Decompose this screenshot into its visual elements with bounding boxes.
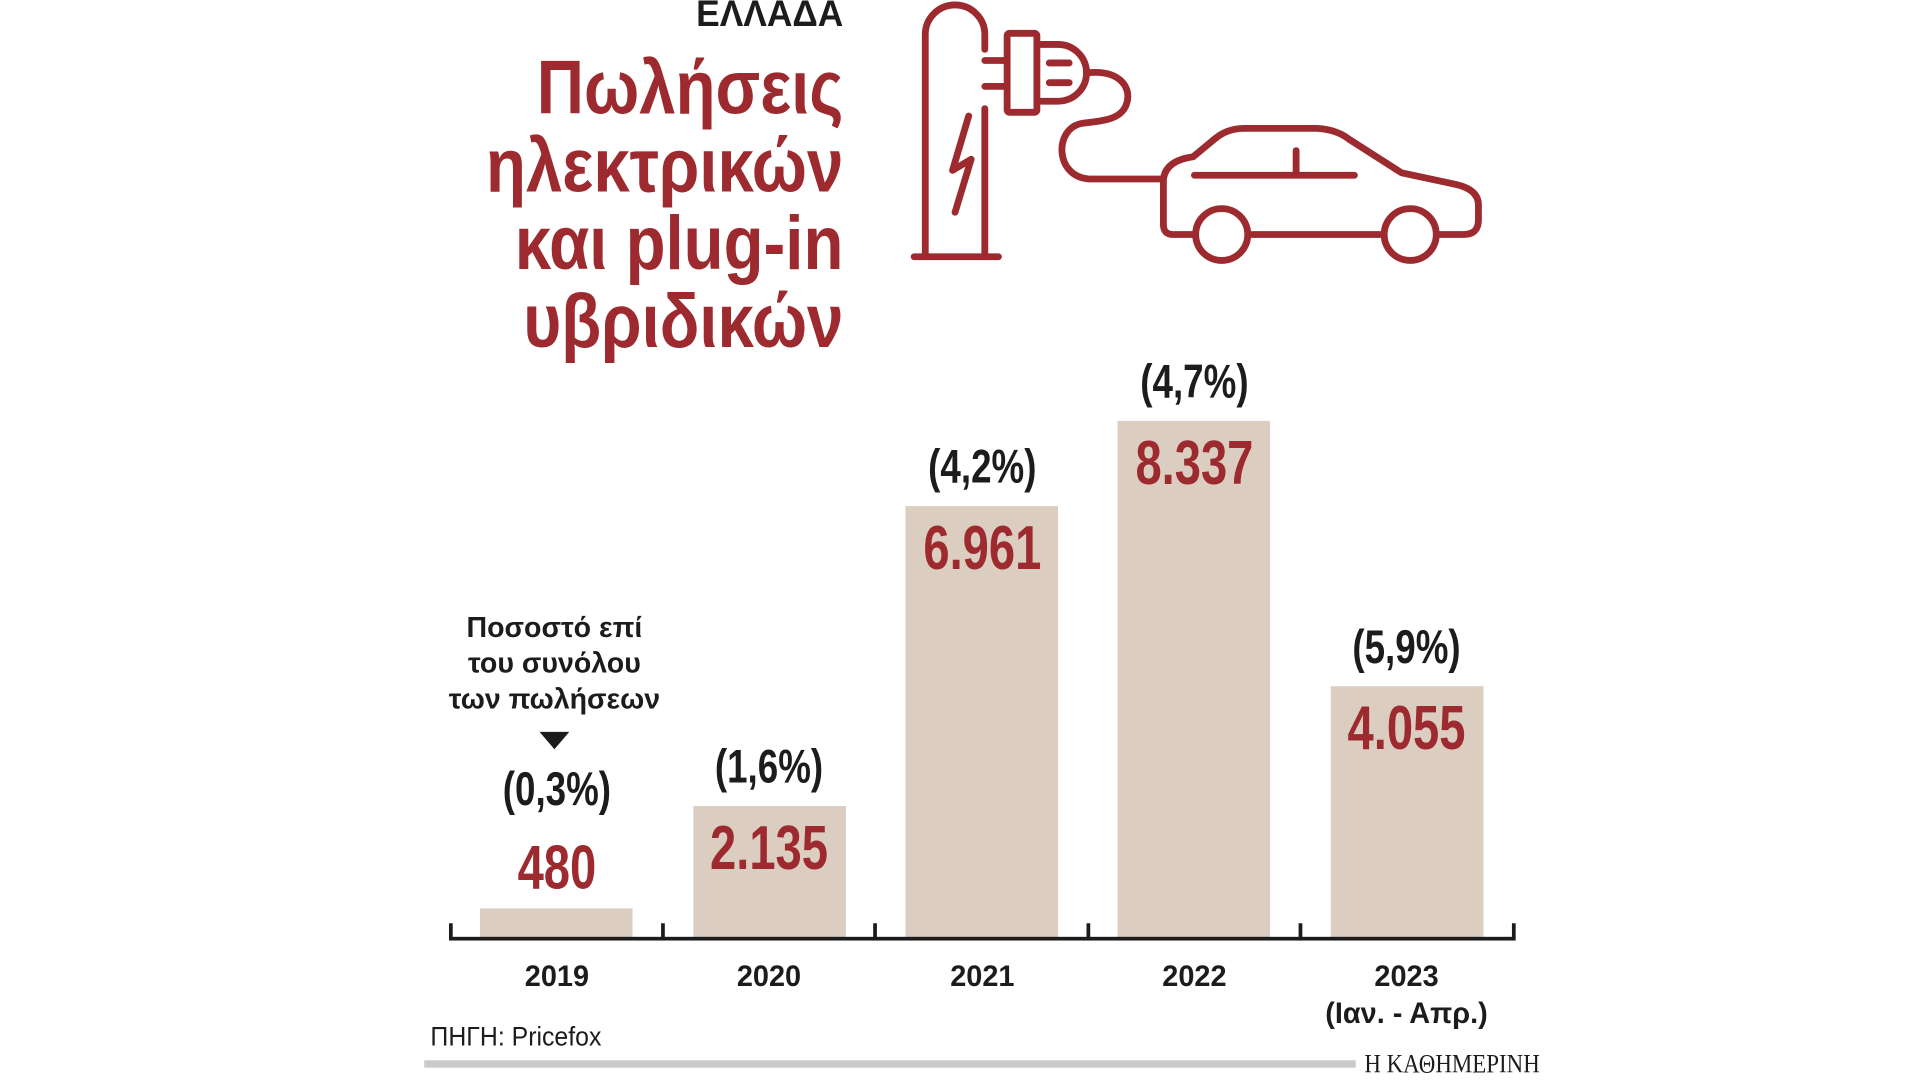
x-axis-tick	[1086, 923, 1090, 941]
x-axis-tick	[1298, 923, 1303, 941]
bar-2019	[480, 908, 633, 939]
footer-rule	[424, 1060, 1356, 1068]
title-line: ηλεκτρικών	[486, 123, 844, 209]
annotation-line: του συνόλου	[467, 646, 641, 679]
share-label-2022: (4,7%)	[1140, 356, 1249, 409]
share-label-2023: (5,9%)	[1352, 622, 1462, 675]
charging-station-icon	[910, 1, 1002, 261]
bar-2022	[1118, 420, 1271, 939]
electric-car-icon	[1159, 124, 1482, 264]
value-label-2020: 2.135	[710, 813, 829, 883]
x-tick-label-2020: 2020	[736, 960, 802, 994]
charging-cable	[1058, 69, 1167, 183]
section-kicker: ΕΛΛΑΔΑ	[696, 0, 844, 35]
source-note: ΠΗΓΗ: Pricefox	[430, 1020, 602, 1052]
share-label-2020: (1,6%)	[714, 741, 824, 794]
ev-charging-illustration	[910, 1, 1482, 264]
chart-title: Πωλήσεις ηλεκτρικών και plug-in υβριδικώ…	[486, 49, 843, 360]
bar-2020	[692, 805, 846, 939]
share-annotation: Ποσοστό επί του συνόλου των πωλήσεων	[449, 610, 660, 717]
x-tick-label-2021: 2021	[949, 960, 1014, 994]
rear-wheel	[1192, 205, 1252, 264]
title-line: και plug-in	[514, 201, 844, 287]
annotation-line: των πωλήσεων	[448, 682, 661, 715]
title-line: Πωλήσεις	[536, 45, 844, 131]
share-label-2021: (4,2%)	[927, 442, 1036, 494]
x-axis-tick	[660, 923, 665, 941]
down-triangle-icon	[539, 731, 570, 750]
value-label-2019: 480	[517, 832, 596, 903]
title-line: υβριδικών	[523, 278, 844, 365]
share-label-2019: (0,3%)	[502, 763, 611, 816]
x-axis-tick	[873, 923, 878, 941]
x-tick-note-2023: (Ιαν. - Απρ.)	[1325, 997, 1489, 1031]
publisher-logo: Η ΚΑΘΗΜΕΡΙΝΗ	[1364, 1049, 1540, 1079]
value-label-2022: 8.337	[1135, 428, 1254, 498]
value-label-2021: 6.961	[922, 513, 1041, 583]
bar-2021	[905, 506, 1058, 939]
x-tick-label-2019: 2019	[524, 960, 589, 994]
front-wheel	[1380, 205, 1440, 264]
lightning-bolt-icon	[949, 112, 975, 216]
x-tick-label-2022: 2022	[1162, 960, 1227, 994]
x-tick-label-2023: 2023	[1374, 960, 1439, 994]
value-label-2023: 4.055	[1347, 693, 1466, 764]
x-axis-tick	[448, 923, 453, 941]
bar-2023	[1330, 686, 1484, 939]
x-axis-line	[450, 936, 1514, 940]
annotation-line: Ποσοστό επί	[466, 610, 643, 644]
x-axis-tick	[1511, 923, 1516, 941]
